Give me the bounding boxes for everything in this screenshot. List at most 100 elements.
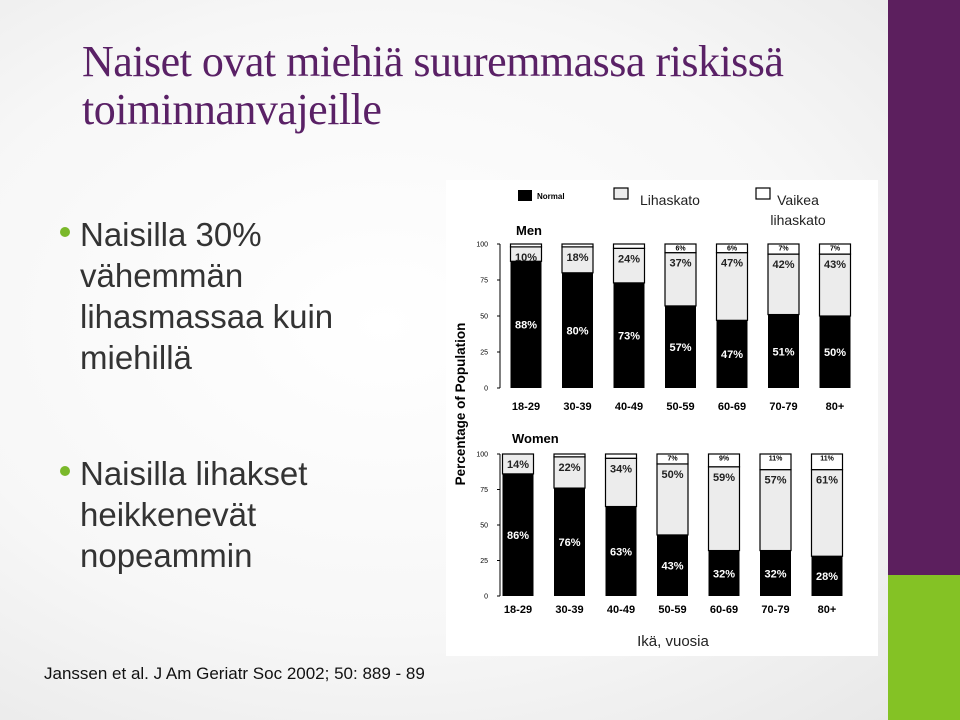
panel-title: Men — [516, 223, 542, 238]
data-label: 10% — [515, 252, 537, 264]
x-tick-label: 18-29 — [512, 401, 540, 413]
data-label: 24% — [618, 253, 640, 265]
y-axis-label: Percentage of Population — [453, 323, 468, 486]
bar-segment-vaikea-lihaskato — [818, 243, 852, 255]
y-tick-label: 0 — [484, 386, 488, 393]
x-tick-label: 70-79 — [769, 401, 797, 413]
bar-segment-lihaskato — [810, 469, 844, 557]
x-tick-label: 60-69 — [718, 401, 746, 413]
y-tick-label: 25 — [480, 350, 488, 357]
right-accent-block — [888, 575, 960, 720]
bullet-dot-icon — [60, 466, 70, 476]
citation: Janssen et al. J Am Geriatr Soc 2002; 50… — [44, 664, 425, 683]
x-tick-label: 40-49 — [607, 604, 635, 616]
bar-segment-vaikea-lihaskato — [612, 243, 646, 249]
legend-swatch-lihaskato — [613, 187, 629, 200]
bar-segment-normal — [768, 314, 799, 388]
bar-segment-vaikea-lihaskato — [509, 243, 543, 248]
y-tick-label: 100 — [476, 452, 488, 459]
bar-segment-lihaskato — [561, 246, 594, 274]
bar-segment-normal — [613, 282, 645, 388]
data-label: 32% — [713, 568, 735, 580]
panel-title: Women — [512, 431, 559, 446]
data-label: 57% — [669, 342, 691, 354]
bullet-dot-icon — [60, 227, 70, 237]
x-tick-label: 70-79 — [761, 604, 789, 616]
x-tick-label: 18-29 — [504, 604, 532, 616]
bar-segment-lihaskato — [759, 469, 792, 552]
x-tick-label: 40-49 — [615, 401, 643, 413]
x-tick-label: 60-69 — [710, 604, 738, 616]
bar-segment-normal — [657, 534, 688, 596]
y-tick-label: 50 — [480, 523, 488, 530]
legend-swatch-normal — [518, 190, 532, 201]
data-label: 61% — [816, 475, 838, 487]
data-label: 43% — [661, 560, 683, 572]
right-decor-band — [888, 0, 960, 575]
data-label: 42% — [772, 259, 794, 271]
data-label: 51% — [772, 346, 794, 358]
bar-segment-normal — [554, 488, 585, 596]
data-label: 11% — [820, 456, 834, 463]
bar-segment-vaikea-lihaskato — [707, 453, 741, 468]
y-tick-label: 100 — [476, 242, 488, 249]
bar-segment-vaikea-lihaskato — [759, 453, 792, 471]
data-label: 22% — [558, 462, 580, 474]
data-label: 7% — [778, 246, 789, 253]
data-label: 6% — [727, 246, 738, 253]
data-label: 14% — [507, 459, 529, 471]
data-label: 86% — [507, 530, 529, 542]
bar-segment-normal — [811, 556, 843, 596]
bar-segment-lihaskato — [818, 253, 852, 317]
data-label: 32% — [764, 568, 786, 580]
data-label: 47% — [721, 349, 743, 361]
bar-segment-vaikea-lihaskato — [664, 243, 697, 254]
bullet-text: Naisilla lihakset heikkenevät nopeammin — [80, 455, 308, 574]
y-tick-label: 25 — [480, 558, 488, 565]
data-label: 6% — [675, 246, 686, 253]
bar-segment-lihaskato — [715, 252, 749, 321]
y-tick-label: 75 — [480, 487, 488, 494]
data-label: 9% — [719, 456, 730, 463]
bar-segment-normal — [716, 320, 748, 388]
x-tick-label: 50-59 — [658, 604, 686, 616]
bullet-text: Naisilla 30% vähemmän lihasmassaa kuin m… — [80, 216, 334, 376]
bar-segment-lihaskato — [501, 453, 535, 475]
data-label: 76% — [558, 537, 580, 549]
x-tick-label: 30-39 — [555, 604, 583, 616]
bar-segment-vaikea-lihaskato — [715, 243, 749, 254]
bar-segment-normal — [760, 550, 791, 596]
bar-segment-vaikea-lihaskato — [561, 243, 594, 248]
stacked-bar-chart: Normal Lihaskato Vaikea lihaskato Percentage… — [453, 187, 852, 650]
bar-segment-normal — [819, 316, 851, 388]
data-label: 63% — [610, 546, 632, 558]
legend-label: Lihaskato — [640, 192, 700, 208]
x-axis-label: Ikä, vuosia — [637, 633, 709, 650]
data-label: 7% — [830, 246, 841, 253]
bar-segment-lihaskato — [767, 253, 800, 316]
data-label: 11% — [769, 456, 783, 463]
x-tick-label: 50-59 — [666, 401, 694, 413]
legend-label: Vaikea — [777, 192, 819, 208]
slide-title: Naiset ovat miehiä suuremmassa riskissä … — [82, 37, 784, 134]
bar-segment-normal — [510, 261, 542, 388]
legend-swatch-vaikea — [755, 187, 771, 200]
data-label: 18% — [566, 252, 588, 264]
legend-label: lihaskato — [770, 212, 825, 228]
y-tick-label: 75 — [480, 278, 488, 285]
bar-segment-vaikea-lihaskato — [656, 453, 689, 465]
x-tick-label: 80+ — [826, 401, 845, 413]
data-label: 7% — [667, 456, 678, 463]
bar-segment-normal — [562, 272, 593, 388]
bullet-item: Naisilla lihakset heikkenevät nopeammin — [60, 453, 370, 576]
data-label: 73% — [618, 330, 640, 342]
data-label: 28% — [816, 571, 838, 583]
data-label: 47% — [721, 258, 743, 270]
data-label: 37% — [669, 258, 691, 270]
data-label: 59% — [713, 472, 735, 484]
bullet-item: Naisilla 30% vähemmän lihasmassaa kuin m… — [60, 214, 370, 378]
data-label: 57% — [764, 475, 786, 487]
data-label: 43% — [824, 259, 846, 271]
bar-segment-normal — [665, 305, 696, 388]
y-tick-label: 0 — [484, 594, 488, 601]
